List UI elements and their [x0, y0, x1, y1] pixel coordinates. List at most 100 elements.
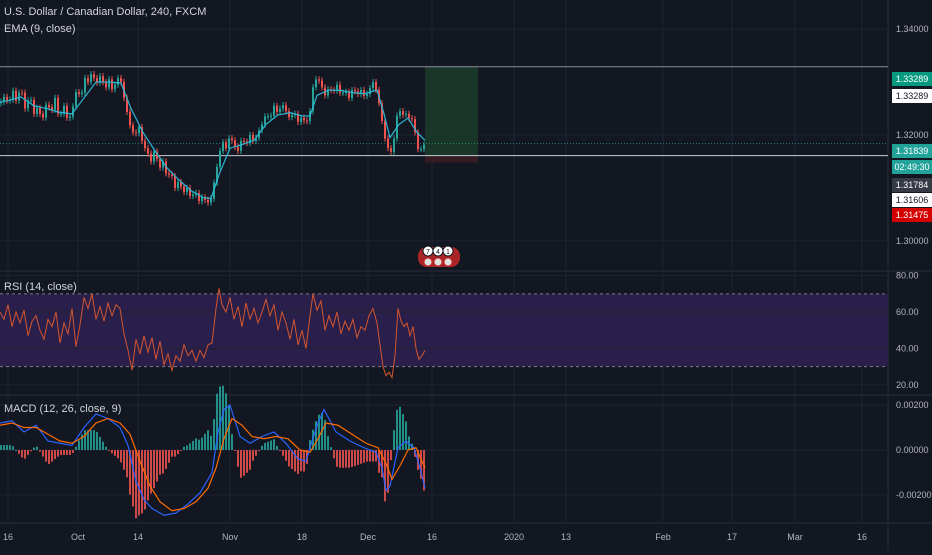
macd-histogram-bar [273, 439, 275, 450]
candle-body [201, 197, 203, 202]
macd-histogram-bar [297, 450, 299, 474]
macd-histogram-bar [60, 450, 62, 455]
macd-histogram-bar [117, 450, 119, 459]
candle-body [36, 107, 38, 114]
macd-histogram-bar [267, 441, 269, 450]
candle-body [297, 113, 299, 122]
macd-histogram-bar [195, 438, 197, 450]
macd-histogram-bar [282, 450, 284, 456]
candle-body [3, 96, 5, 102]
candle-body [273, 105, 275, 116]
macd-histogram-bar [141, 450, 143, 514]
candle-body [405, 113, 407, 115]
price-tag [892, 193, 932, 207]
candle-body [51, 107, 53, 110]
candle-body [387, 138, 389, 149]
macd-histogram-bar [423, 450, 425, 491]
macd-histogram-bar [24, 450, 26, 459]
price-tag [892, 160, 932, 174]
macd-legend: MACD (12, 26, close, 9) [4, 403, 122, 415]
candle-body [234, 140, 236, 147]
event-badge-label: 7 [426, 249, 430, 256]
macd-histogram-bar [27, 450, 29, 455]
macd-tick-label: 0.00000 [896, 445, 929, 455]
candle-body [141, 127, 143, 141]
y-tick-label: 1.34000 [896, 24, 929, 34]
candle-body [204, 197, 206, 200]
candle-body [255, 137, 257, 141]
macd-histogram-bar [258, 450, 260, 451]
macd-histogram-bar [138, 450, 140, 516]
macd-histogram-bar [9, 445, 11, 450]
x-tick-label: Mar [787, 532, 803, 542]
macd-histogram-bar [135, 450, 137, 519]
macd-histogram-bar [270, 440, 272, 450]
candle-body [120, 78, 122, 83]
macd-histogram-bar [309, 440, 311, 450]
candle-body [252, 135, 254, 141]
price-tag [892, 144, 932, 158]
price-tag-label: 02:49:30 [894, 162, 929, 172]
candle-body [168, 173, 170, 175]
macd-histogram-bar [72, 450, 74, 453]
candle-body [12, 90, 14, 100]
macd-histogram-bar [15, 450, 17, 451]
macd-histogram-bar [381, 450, 383, 478]
price-tag [892, 72, 932, 86]
candle-body [66, 105, 68, 118]
candle-body [237, 146, 239, 151]
candle-body [159, 158, 161, 168]
x-tick-label: 14 [133, 532, 143, 542]
macd-histogram-bar [336, 450, 338, 467]
macd-histogram-bar [216, 393, 218, 450]
macd-histogram-bar [162, 450, 164, 474]
macd-histogram-bar [111, 450, 113, 454]
candle-body [276, 105, 278, 112]
macd-line [0, 404, 426, 516]
macd-histogram-bar [102, 441, 104, 450]
macd-histogram-bar [12, 446, 14, 450]
x-tick-label: Oct [71, 532, 86, 542]
macd-histogram-bar [204, 433, 206, 450]
rsi-tick-label: 40.00 [896, 343, 919, 353]
candle-body [375, 82, 377, 90]
candle-body [342, 92, 344, 94]
macd-histogram-bar [66, 450, 68, 455]
x-tick-label: Dec [360, 532, 377, 542]
macd-histogram-bar [57, 450, 59, 457]
candle-body [318, 79, 320, 81]
macd-histogram-bar [255, 450, 257, 456]
candle-body [264, 116, 266, 125]
macd-histogram-bar [402, 414, 404, 450]
candle-body [366, 93, 368, 96]
candle-body [207, 199, 209, 203]
candle-body [348, 91, 350, 98]
price-tag-label: 1.31784 [896, 180, 929, 190]
chart-title: U.S. Dollar / Canadian Dollar, 240, FXCM [4, 6, 207, 18]
price-tag [892, 178, 932, 192]
macd-histogram-bar [189, 443, 191, 450]
candle-body [99, 76, 101, 83]
rsi-tick-label: 80.00 [896, 271, 919, 281]
candle-body [219, 150, 221, 167]
event-flag-icon [443, 257, 453, 267]
macd-histogram-bar [249, 450, 251, 470]
candle-body [153, 151, 155, 162]
candle-body [57, 97, 59, 114]
candle-body [177, 181, 179, 188]
x-tick-label: 18 [297, 532, 307, 542]
candle-body [288, 111, 290, 118]
candle-body [321, 80, 323, 88]
macd-histogram-bar [276, 445, 278, 450]
rsi-legend: RSI (14, close) [4, 281, 77, 293]
event-flag-icon [433, 257, 443, 267]
candle-body [138, 127, 140, 134]
rsi-line [0, 288, 426, 380]
macd-histogram-bar [84, 430, 86, 450]
macd-histogram-bar [315, 421, 317, 450]
macd-histogram-bar [105, 446, 107, 450]
candle-body [96, 78, 98, 83]
